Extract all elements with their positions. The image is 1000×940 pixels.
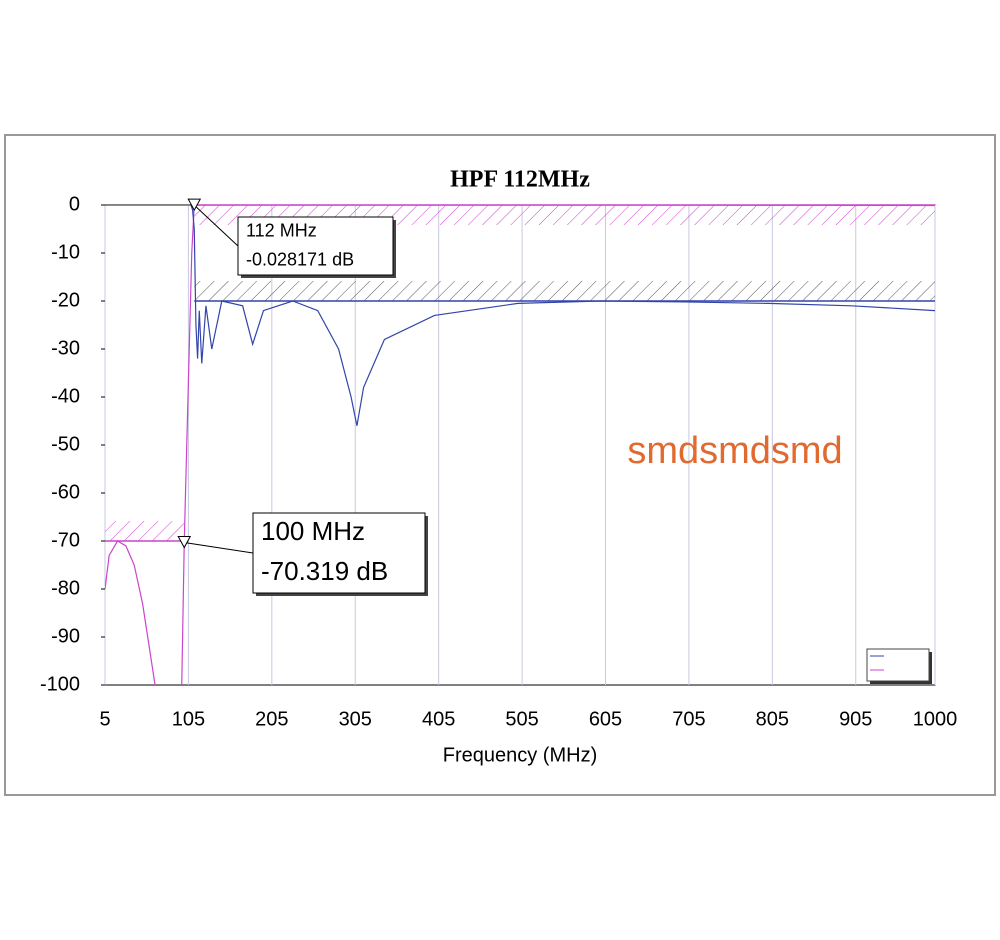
marker: [187, 198, 202, 212]
x-tick-label: 905: [839, 708, 872, 730]
legend-box: [866, 648, 930, 682]
callout-text: -0.028171 dB: [246, 249, 354, 269]
callout-box: [237, 216, 394, 276]
y-tick-label: 0: [69, 193, 80, 215]
callout-text: 112 MHz: [246, 220, 317, 240]
series-group: [105, 205, 935, 685]
mask-hatch: [194, 281, 935, 301]
x-tick-label: 805: [756, 708, 789, 730]
y-tick-label: -30: [51, 337, 80, 359]
y-tick-label: -60: [51, 481, 80, 503]
x-tick-label: 505: [505, 708, 538, 730]
y-tick-label: -90: [51, 625, 80, 647]
x-tick-label: 5: [99, 708, 110, 730]
x-tick-label: 105: [172, 708, 205, 730]
y-tick-label: -40: [51, 385, 80, 407]
legend: [866, 648, 932, 684]
series-line: [105, 205, 935, 426]
marker: [177, 536, 192, 549]
y-tick-label: -80: [51, 577, 80, 599]
callout-line: [184, 542, 254, 554]
callout-line: [193, 204, 239, 247]
y-tick-label: -20: [51, 289, 80, 311]
x-tick-label: 705: [672, 708, 705, 730]
x-tick-label: 1000: [913, 708, 958, 730]
y-tick-label: -70: [51, 529, 80, 551]
chart-title: HPF 112MHz: [450, 167, 590, 193]
x-tick-label: 205: [255, 708, 288, 730]
watermark: smdsmdsmd: [627, 430, 842, 472]
x-tick-label: 605: [589, 708, 622, 730]
x-tick-label: 405: [422, 708, 455, 730]
callout-box: [252, 512, 426, 594]
callout-text: -70.319 dB: [261, 556, 388, 586]
y-tick-label: -10: [51, 241, 80, 263]
series-line: [105, 205, 935, 685]
y-tick-label: -100: [40, 673, 80, 695]
mask-hatch: [105, 521, 185, 541]
x-axis-label: Frequency (MHz): [443, 744, 597, 766]
callout-text: 100 MHz: [261, 516, 365, 546]
x-tick-label: 305: [339, 708, 372, 730]
y-tick-label: -50: [51, 433, 80, 455]
